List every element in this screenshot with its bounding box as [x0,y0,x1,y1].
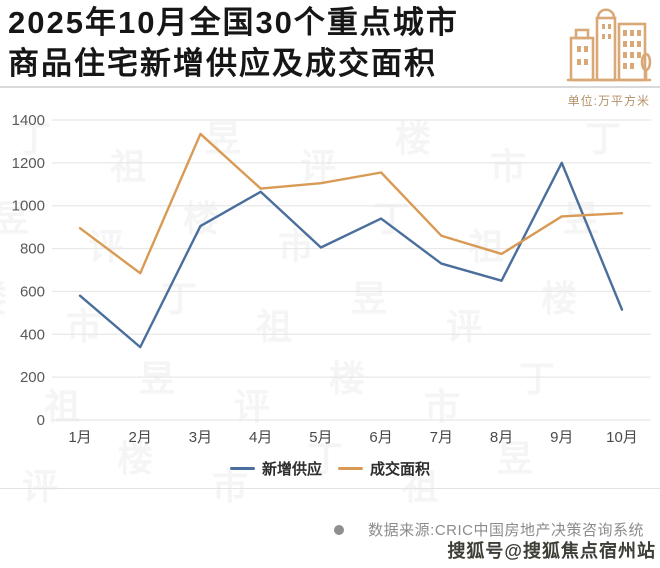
title-divider [0,86,660,88]
y-axis-tick: 600 [20,283,45,300]
footer-divider [0,488,660,489]
x-axis-tick: 7月 [430,429,453,446]
title-line-2: 商品住宅新增供应及成交面积 [8,46,437,81]
x-axis-tick: 2月 [129,429,152,446]
legend-item: 新增供应 [229,458,322,479]
x-axis-tick: 5月 [309,429,332,446]
series-line-成交面积 [78,132,624,275]
chart-legend: 新增供应 成交面积 [0,458,660,479]
x-axis-tick: 10月 [606,429,638,446]
legend-dash-icon [338,467,363,470]
y-axis-tick: 200 [20,369,45,386]
legend-dash-icon [229,467,255,470]
buildings-icon [566,4,652,84]
legend-label: 成交面积 [370,461,431,478]
legend-label: 新增供应 [261,461,322,478]
line-chart: 0 200 400 600 800 1000 1200 1400 1月 2月 3月 4月 5月 6月 7月 8… [12,112,651,446]
y-axis-tick: 1200 [12,155,45,172]
legend-item: 成交面积 [338,458,430,479]
x-axis-tick: 6月 [369,429,392,446]
sohu-watermark: 搜狐号@搜狐焦点宿州站 [447,541,656,561]
x-axis-tick: 3月 [189,429,212,446]
y-axis-tick: 0 [37,412,45,429]
y-axis-tick: 1400 [12,112,45,129]
x-axis-tick: 9月 [550,429,573,446]
source-row: 数据来源:CRIC中国房地产决策咨询系统 [334,519,644,540]
x-axis-tick: 8月 [490,429,513,446]
y-axis-tick: 800 [20,241,45,258]
series-line-新增供应 [78,161,624,349]
y-axis-tick: 1000 [12,198,45,215]
title-line-1: 2025年10月全国30个重点城市 [8,5,459,40]
y-axis-tick: 400 [20,326,45,343]
source-text: 数据来源:CRIC中国房地产决策咨询系统 [368,522,644,539]
unit-label: 单位:万平方米 [567,94,650,108]
x-axis-tick: 4月 [249,429,272,446]
bullet-icon [334,524,345,535]
page-title: 2025年10月全国30个重点城市 商品住宅新增供应及成交面积 [8,2,459,84]
x-axis-tick: 1月 [68,429,91,446]
